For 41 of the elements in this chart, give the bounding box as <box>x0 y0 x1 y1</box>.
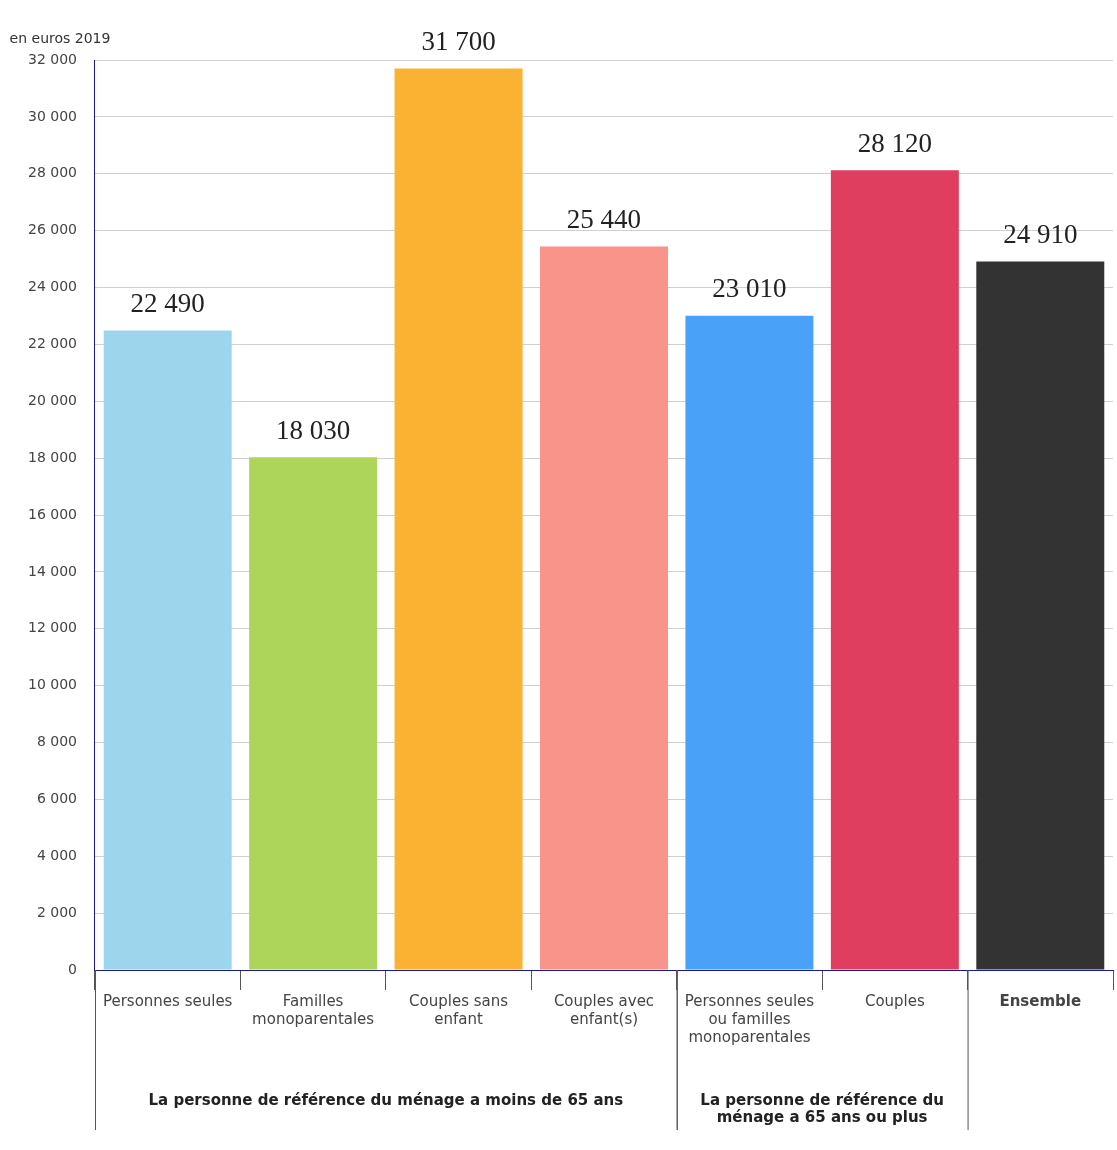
y-tick-label: 10 000 <box>27 676 77 693</box>
x-tick-label: Familles monoparentales <box>252 991 375 1028</box>
y-tick-label: 6 000 <box>36 790 77 807</box>
y-tick-label: 26 000 <box>27 221 77 238</box>
y-tick-label: 2 000 <box>36 903 77 920</box>
x-tick-label: Personnes seules ou familles monoparentales <box>684 991 815 1046</box>
y-tick-label: 16 000 <box>27 505 77 522</box>
bar <box>249 457 378 970</box>
y-tick-label: 0 <box>68 960 77 977</box>
data-label: 22 490 <box>130 288 205 319</box>
y-tick-label: 28 000 <box>27 164 77 181</box>
data-label: 28 120 <box>857 127 932 158</box>
x-tick-label: Couples sans enfant <box>409 991 509 1028</box>
x-tick-label: Ensemble <box>999 991 1082 1010</box>
y-tick-label: 24 000 <box>27 278 77 295</box>
y-tick-label: 4 000 <box>36 846 77 863</box>
y-tick-label: 20 000 <box>27 391 77 408</box>
y-tick-label: 30 000 <box>27 107 77 124</box>
x-tick-label: Personnes seules <box>102 991 233 1010</box>
data-label: 23 010 <box>712 273 787 304</box>
bar <box>540 246 668 970</box>
bar <box>103 330 232 970</box>
data-label: 18 030 <box>276 414 351 445</box>
y-tick-label: 18 000 <box>27 448 77 465</box>
bar <box>685 315 814 970</box>
bar <box>394 68 523 970</box>
data-label: 25 440 <box>566 204 642 235</box>
y-tick-label: 32 000 <box>27 50 77 67</box>
bar <box>830 170 959 970</box>
x-tick-label: Couples avec enfant(s) <box>553 991 655 1028</box>
y-tick-label: 8 000 <box>36 733 77 750</box>
y-tick-label: 22 000 <box>27 335 77 352</box>
text: La personne de référence du ménage a 65 ans ou plus <box>700 1091 944 1127</box>
bar <box>976 261 1105 970</box>
text: La personne de référence du ménage a moins de 65 ans <box>148 1091 624 1110</box>
y-tick-label: 12 000 <box>27 619 77 636</box>
x-tick-label: Couples <box>864 991 925 1010</box>
data-label: 31 700 <box>421 26 496 57</box>
data-label: 24 910 <box>1003 219 1078 250</box>
y-axis-title: en euros 2019 <box>9 29 111 46</box>
y-tick-label: 14 000 <box>27 562 77 579</box>
